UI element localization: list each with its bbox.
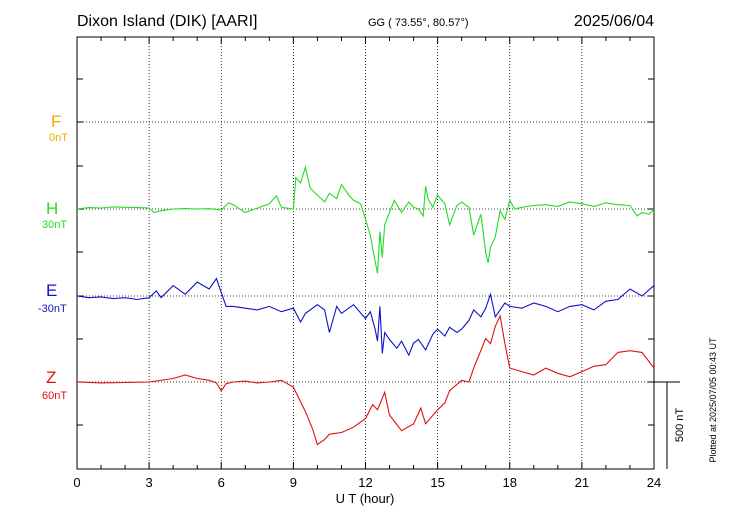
series-Z-line: [76, 314, 655, 446]
gridlines: [77, 37, 654, 469]
label-E: E: [46, 281, 57, 300]
plotted-note: Plotted at 2025/07/05 00:43 UT: [708, 337, 718, 463]
x-tick-label: 24: [647, 475, 661, 490]
date-label: 2025/06/04: [574, 13, 654, 30]
x-tick-labels: 0 3 6 9 12 15 18 21 24: [73, 475, 661, 490]
x-tick-label: 15: [430, 475, 444, 490]
label-H: H: [46, 199, 58, 218]
label-F: F: [51, 112, 61, 131]
series-H-line: [76, 165, 655, 274]
x-tick-label: 0: [73, 475, 80, 490]
x-tick-label: 6: [218, 475, 225, 490]
baseline-F: 0nT: [49, 132, 68, 144]
x-tick-label: 18: [503, 475, 517, 490]
baseline-H: 30nT: [42, 219, 67, 231]
x-tick-label: 3: [146, 475, 153, 490]
label-Z: Z: [46, 368, 56, 387]
x-tick-label: 12: [358, 475, 372, 490]
series-E-line: [76, 277, 655, 357]
coordinates-label: GG ( 73.55°, 80.57°): [368, 17, 469, 29]
scale-bar-label: 500 nT: [674, 408, 686, 443]
x-tick-label: 21: [575, 475, 589, 490]
baseline-Z: 60nT: [42, 390, 67, 402]
x-axis-label: U T (hour): [336, 491, 395, 506]
station-title: Dixon Island (DIK) [AARI]: [77, 13, 258, 30]
baseline-E: -30nT: [38, 303, 67, 315]
x-tick-label: 9: [290, 475, 297, 490]
